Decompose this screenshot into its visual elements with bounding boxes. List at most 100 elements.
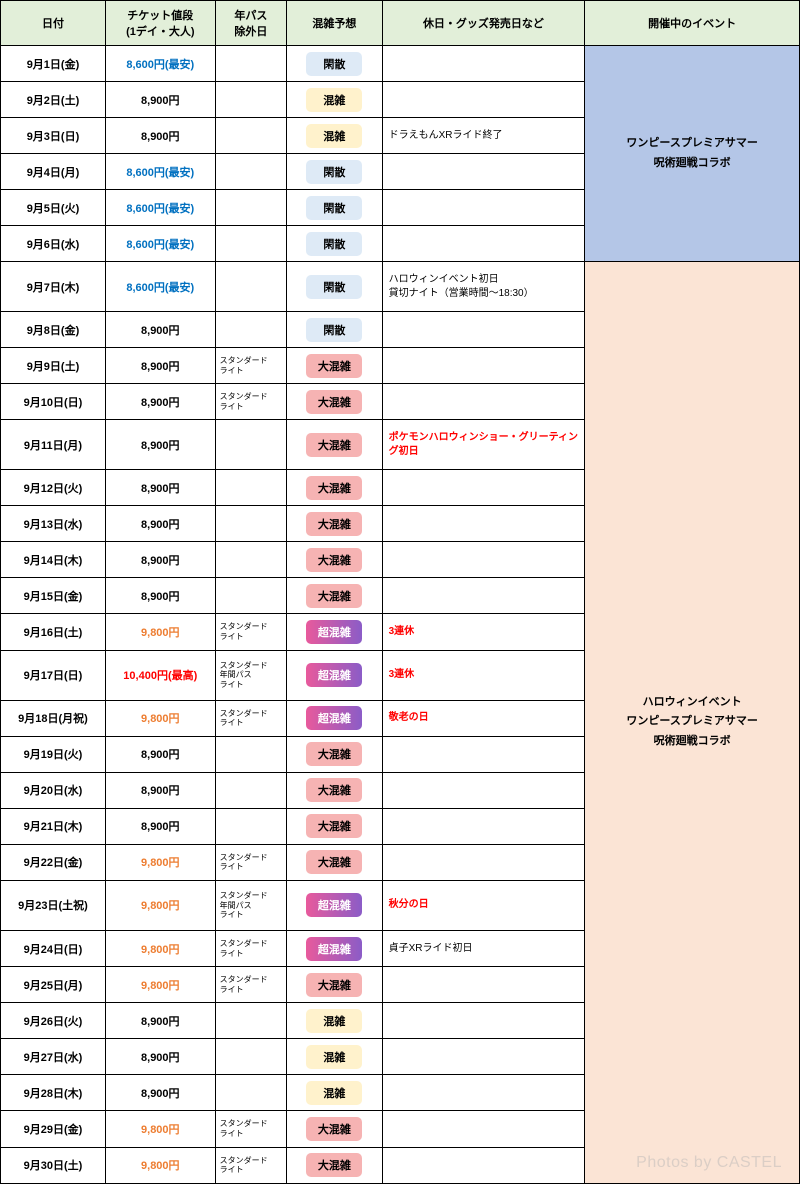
crowd-cell: 閑散	[287, 154, 382, 190]
crowd-cell: 大混雑	[287, 348, 382, 384]
date-cell: 9月23日(土祝)	[1, 880, 106, 930]
crowd-cell: 大混雑	[287, 384, 382, 420]
pass-cell: スタンダードライト	[215, 1147, 287, 1183]
pass-cell	[215, 82, 287, 118]
crowd-pill: 超混雑	[306, 893, 362, 917]
price-cell: 8,900円	[105, 1039, 215, 1075]
note-cell	[382, 736, 585, 772]
date-cell: 9月6日(水)	[1, 226, 106, 262]
header-crowd: 混雑予想	[287, 1, 382, 46]
price-cell: 8,900円	[105, 506, 215, 542]
crowd-pill: 超混雑	[306, 620, 362, 644]
crowd-pill: 混雑	[306, 88, 362, 112]
crowd-pill: 混雑	[306, 1009, 362, 1033]
crowd-pill: 閑散	[306, 160, 362, 184]
date-cell: 9月4日(月)	[1, 154, 106, 190]
pass-cell	[215, 190, 287, 226]
note-cell: 秋分の日	[382, 880, 585, 930]
date-cell: 9月13日(水)	[1, 506, 106, 542]
price-cell: 8,900円	[105, 118, 215, 154]
pass-cell	[215, 1003, 287, 1039]
price-cell: 8,900円	[105, 542, 215, 578]
price-cell: 8,900円	[105, 1075, 215, 1111]
crowd-cell: 大混雑	[287, 772, 382, 808]
note-cell	[382, 844, 585, 880]
crowd-pill: 大混雑	[306, 850, 362, 874]
note-cell: 3連休	[382, 650, 585, 700]
pass-cell: スタンダードライト	[215, 1111, 287, 1147]
price-cell: 8,900円	[105, 384, 215, 420]
date-cell: 9月18日(月祝)	[1, 700, 106, 736]
crowd-cell: 大混雑	[287, 844, 382, 880]
header-event: 開催中のイベント	[585, 1, 800, 46]
crowd-pill: 超混雑	[306, 937, 362, 961]
pass-cell	[215, 226, 287, 262]
date-cell: 9月28日(木)	[1, 1075, 106, 1111]
pass-cell: スタンダード年間パスライト	[215, 880, 287, 930]
date-cell: 9月19日(火)	[1, 736, 106, 772]
crowd-pill: 大混雑	[306, 476, 362, 500]
calendar-wrap: 日付 チケット値段(1デイ・大人) 年パス除外日 混雑予想 休日・グッズ発売日な…	[0, 0, 800, 1184]
crowd-pill: 大混雑	[306, 584, 362, 608]
crowd-pill: 閑散	[306, 318, 362, 342]
pass-cell	[215, 470, 287, 506]
price-cell: 8,600円(最安)	[105, 154, 215, 190]
note-cell	[382, 1111, 585, 1147]
crowd-pill: 閑散	[306, 196, 362, 220]
note-cell	[382, 808, 585, 844]
note-cell	[382, 154, 585, 190]
date-cell: 9月24日(日)	[1, 930, 106, 966]
crowd-cell: 閑散	[287, 190, 382, 226]
crowd-pill: 大混雑	[306, 512, 362, 536]
header-price: チケット値段(1デイ・大人)	[105, 1, 215, 46]
date-cell: 9月8日(金)	[1, 312, 106, 348]
date-cell: 9月3日(日)	[1, 118, 106, 154]
crowd-cell: 混雑	[287, 1075, 382, 1111]
price-cell: 9,800円	[105, 930, 215, 966]
crowd-pill: 閑散	[306, 232, 362, 256]
crowd-cell: 大混雑	[287, 506, 382, 542]
note-cell	[382, 506, 585, 542]
date-cell: 9月30日(土)	[1, 1147, 106, 1183]
note-cell	[382, 226, 585, 262]
header-row: 日付 チケット値段(1デイ・大人) 年パス除外日 混雑予想 休日・グッズ発売日な…	[1, 1, 800, 46]
pass-cell: スタンダードライト	[215, 700, 287, 736]
crowd-pill: 大混雑	[306, 742, 362, 766]
note-cell	[382, 578, 585, 614]
pass-cell	[215, 312, 287, 348]
pass-cell: スタンダードライト	[215, 348, 287, 384]
crowd-cell: 閑散	[287, 46, 382, 82]
price-cell: 8,900円	[105, 420, 215, 470]
note-cell	[382, 542, 585, 578]
price-cell: 8,600円(最安)	[105, 46, 215, 82]
note-cell: 貞子XRライド初日	[382, 930, 585, 966]
pass-cell	[215, 420, 287, 470]
price-cell: 8,600円(最安)	[105, 262, 215, 312]
date-cell: 9月16日(土)	[1, 614, 106, 650]
crowd-cell: 超混雑	[287, 930, 382, 966]
date-cell: 9月17日(日)	[1, 650, 106, 700]
header-note: 休日・グッズ発売日など	[382, 1, 585, 46]
note-cell	[382, 348, 585, 384]
price-cell: 10,400円(最高)	[105, 650, 215, 700]
pass-cell	[215, 772, 287, 808]
date-cell: 9月12日(火)	[1, 470, 106, 506]
date-cell: 9月22日(金)	[1, 844, 106, 880]
pass-cell: スタンダード年間パスライト	[215, 650, 287, 700]
crowd-cell: 混雑	[287, 118, 382, 154]
price-cell: 9,800円	[105, 844, 215, 880]
crowd-pill: 閑散	[306, 275, 362, 299]
crowd-cell: 大混雑	[287, 1111, 382, 1147]
note-cell	[382, 772, 585, 808]
crowd-cell: 大混雑	[287, 1147, 382, 1183]
table-row: 9月7日(木)8,600円(最安)閑散ハロウィンイベント初日貸切ナイト（営業時間…	[1, 262, 800, 312]
pass-cell: スタンダードライト	[215, 384, 287, 420]
price-cell: 9,800円	[105, 880, 215, 930]
note-cell	[382, 1147, 585, 1183]
pass-cell	[215, 808, 287, 844]
event-cell: ワンピースプレミアサマー呪術廻戦コラボ	[585, 46, 800, 262]
pass-cell	[215, 154, 287, 190]
pass-cell	[215, 542, 287, 578]
crowd-cell: 混雑	[287, 82, 382, 118]
header-pass: 年パス除外日	[215, 1, 287, 46]
